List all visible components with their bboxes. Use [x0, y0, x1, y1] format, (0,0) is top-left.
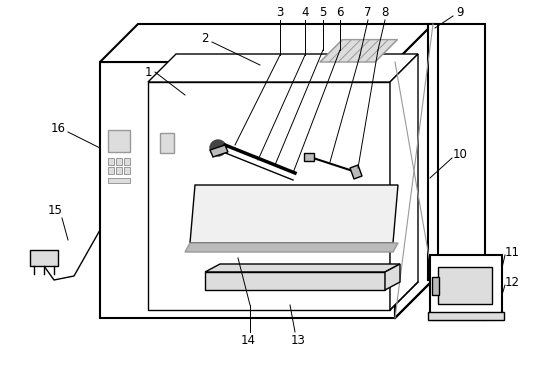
Text: 13: 13	[291, 333, 306, 346]
Bar	[116, 158, 122, 165]
Text: 15: 15	[48, 204, 62, 216]
Polygon shape	[395, 24, 433, 318]
Bar	[432, 277, 439, 295]
Polygon shape	[30, 250, 58, 266]
Bar	[124, 167, 130, 174]
Bar	[108, 130, 130, 152]
Polygon shape	[390, 54, 418, 310]
Text: 1: 1	[144, 65, 152, 78]
Text: 12: 12	[504, 276, 519, 289]
Bar	[124, 158, 130, 165]
Polygon shape	[190, 185, 398, 243]
Text: 7: 7	[364, 6, 372, 18]
Bar	[428, 312, 504, 320]
Bar	[148, 82, 390, 310]
Bar	[428, 24, 438, 280]
Bar	[108, 167, 114, 174]
Text: 9: 9	[456, 6, 464, 18]
Text: 2: 2	[201, 31, 209, 44]
Polygon shape	[100, 24, 433, 62]
Text: 10: 10	[453, 148, 467, 161]
Bar	[108, 178, 130, 183]
Text: 4: 4	[301, 6, 309, 18]
Bar	[116, 167, 122, 174]
Bar	[304, 153, 314, 161]
Circle shape	[210, 140, 226, 156]
Bar	[205, 272, 385, 290]
Text: 14: 14	[241, 333, 256, 346]
Polygon shape	[185, 243, 398, 252]
Bar	[100, 62, 395, 318]
Text: 5: 5	[320, 6, 326, 18]
Polygon shape	[350, 165, 362, 179]
Text: 8: 8	[381, 6, 389, 18]
Polygon shape	[148, 54, 418, 82]
Bar	[430, 255, 502, 320]
Polygon shape	[205, 264, 400, 272]
Text: 16: 16	[50, 121, 66, 135]
Bar	[108, 158, 114, 165]
Polygon shape	[320, 40, 397, 62]
Text: 11: 11	[504, 246, 519, 259]
Bar	[438, 267, 492, 304]
Bar	[160, 133, 174, 153]
Bar	[433, 24, 485, 320]
Polygon shape	[385, 264, 400, 290]
Text: 6: 6	[336, 6, 344, 18]
Polygon shape	[210, 145, 228, 157]
Text: 3: 3	[277, 6, 284, 18]
